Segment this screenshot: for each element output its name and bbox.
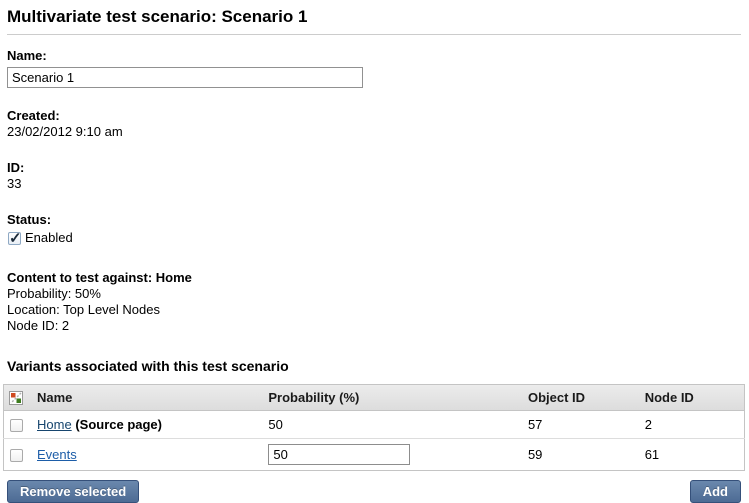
remove-selected-button[interactable]: Remove selected bbox=[7, 480, 140, 503]
column-header-name: Name bbox=[32, 384, 264, 411]
variants-heading: Variants associated with this test scena… bbox=[7, 358, 289, 374]
status-field-block: Status: Enabled bbox=[7, 212, 741, 247]
table-row-home: Home (Source page) 50 57 2 bbox=[3, 410, 745, 439]
row-home-link[interactable]: Home bbox=[37, 417, 72, 432]
content-heading: Content to test against: Home bbox=[7, 270, 192, 285]
variants-header-row: Name Probability (%) Object ID Node ID bbox=[3, 384, 745, 411]
row-home-suffix: (Source page) bbox=[75, 417, 162, 432]
name-field-block: Name: bbox=[7, 48, 741, 88]
row-home-node-id: 2 bbox=[639, 410, 745, 439]
name-label: Name: bbox=[7, 48, 47, 63]
row-events-node-id: 61 bbox=[644, 447, 660, 462]
row-home-probability: 50 bbox=[263, 410, 523, 439]
row-home-object-id: 57 bbox=[522, 410, 640, 439]
name-input[interactable] bbox=[7, 67, 363, 88]
status-enabled-checkbox[interactable] bbox=[8, 229, 22, 247]
status-enabled-label: Enabled bbox=[25, 230, 73, 245]
id-value: 33 bbox=[7, 176, 22, 191]
content-node-line: Node ID: 2 bbox=[7, 318, 70, 333]
actions-row: Remove selected Add bbox=[7, 480, 741, 503]
created-value: 23/02/2012 9:10 am bbox=[7, 124, 123, 139]
add-button[interactable]: Add bbox=[689, 480, 741, 503]
column-header-probability: Probability (%) bbox=[263, 384, 523, 411]
created-label: Created: bbox=[7, 108, 60, 123]
id-field-block: ID: 33 bbox=[7, 160, 741, 192]
row-home-checkbox[interactable] bbox=[10, 419, 23, 433]
status-label: Status: bbox=[7, 212, 52, 227]
content-location-line: Location: Top Level Nodes bbox=[7, 302, 160, 317]
column-header-node-id: Node ID bbox=[639, 384, 745, 411]
created-field-block: Created: 23/02/2012 9:10 am bbox=[7, 108, 741, 140]
row-events-object-id: 59 bbox=[527, 447, 543, 462]
content-probability-line: Probability: 50% bbox=[7, 286, 101, 301]
row-events-link[interactable]: Events bbox=[37, 447, 77, 462]
row-events-probability-input[interactable] bbox=[268, 444, 411, 465]
row-events-checkbox[interactable] bbox=[10, 449, 23, 463]
column-header-object-id: Object ID bbox=[522, 384, 640, 411]
invert-selection-icon[interactable] bbox=[9, 390, 27, 405]
variants-table: Name Probability (%) Object ID Node ID H… bbox=[3, 384, 745, 471]
page-title: Multivariate test scenario: Scenario 1 bbox=[7, 5, 741, 35]
id-label: ID: bbox=[7, 160, 25, 175]
table-row-events: Events 59 61 bbox=[4, 439, 745, 471]
content-to-test-block: Content to test against: Home Probabilit… bbox=[7, 270, 741, 334]
